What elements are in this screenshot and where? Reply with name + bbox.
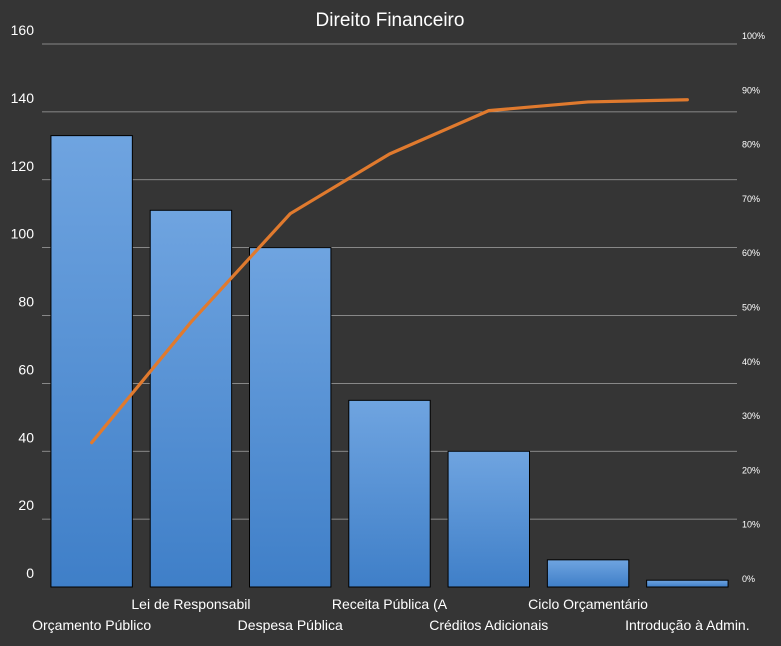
y-tick-label: 160	[11, 22, 35, 38]
y-tick-label: 80	[18, 294, 34, 310]
x-tick-label: Orçamento Público	[32, 617, 151, 633]
y-tick-label: 140	[11, 90, 35, 106]
y-tick-label: 60	[18, 361, 34, 377]
bar	[50, 135, 133, 588]
bar	[149, 209, 233, 588]
cumulative-line-path	[90, 98, 689, 445]
y2-tick-label: 60%	[742, 248, 760, 258]
y2-tick-label: 70%	[742, 194, 760, 204]
y-tick-label: 40	[18, 429, 34, 445]
y2-tick-label: 30%	[742, 411, 760, 421]
y2-tick-label: 90%	[742, 85, 760, 95]
y-tick-label: 120	[11, 158, 35, 174]
x-tick-label: Introdução à Admin.	[625, 617, 750, 633]
y-tick-label: 100	[11, 226, 35, 242]
y-tick-label: 20	[18, 497, 34, 513]
y2-tick-label: 100%	[742, 31, 765, 41]
bar	[348, 399, 431, 588]
x-tick-label: Despesa Pública	[238, 617, 343, 633]
y2-axis-labels: 0% 10% 20% 30% 40% 50% 60% 70% 80% 90% 100%	[742, 31, 765, 584]
bars	[50, 135, 729, 588]
y-axis-labels: 0 20 40 60 80 100 120 140 160	[11, 22, 35, 581]
y2-tick-label: 20%	[742, 465, 760, 475]
x-tick-label: Ciclo Orçamentário	[528, 596, 648, 612]
y2-tick-label: 10%	[742, 520, 760, 530]
y2-tick-label: 0%	[742, 574, 755, 584]
y-tick-label: 0	[26, 565, 34, 581]
bar	[447, 450, 530, 588]
y2-tick-label: 50%	[742, 303, 760, 313]
x-tick-label: Receita Pública (A	[332, 596, 448, 612]
y2-tick-label: 40%	[742, 357, 760, 367]
x-tick-label: Créditos Adicionais	[429, 617, 548, 633]
bar	[646, 579, 729, 588]
cumulative-line	[90, 98, 689, 445]
x-tick-label: Lei de Responsabil	[131, 596, 250, 612]
bar	[546, 559, 630, 588]
y2-tick-label: 80%	[742, 140, 760, 150]
chart-title: Direito Financeiro	[316, 10, 465, 31]
bar	[249, 247, 332, 588]
x-axis-labels: Orçamento Público Lei de Responsabil Despe…	[32, 596, 750, 633]
